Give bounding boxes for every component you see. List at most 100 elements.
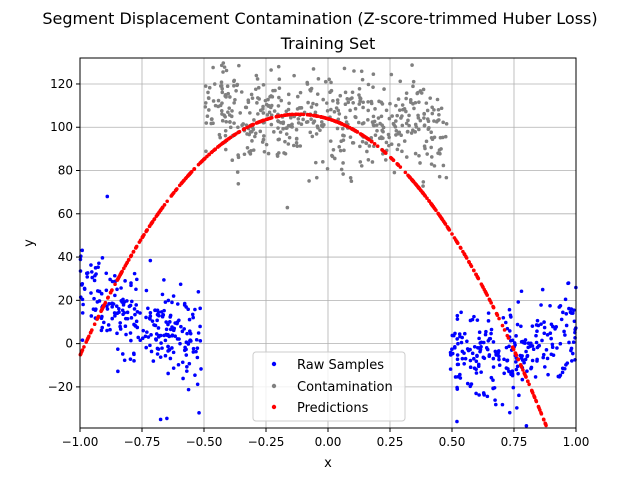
raw-sample-point [82,287,87,291]
raw-sample-point [104,288,109,293]
y-tick-label: 80 [58,164,73,178]
contamination-point [234,88,238,93]
contamination-point [404,109,408,114]
prediction-point [198,161,202,165]
contamination-point [328,90,332,95]
raw-sample-point [164,320,168,324]
x-tick-label: 1.00 [563,435,590,449]
contamination-point [239,90,244,94]
x-tick-label: 0.25 [377,435,404,449]
contamination-point [344,120,349,124]
raw-sample-point [548,331,553,336]
contamination-point [220,86,224,91]
contamination-point [375,128,379,133]
contamination-point [407,113,411,118]
raw-sample-point [112,273,117,278]
raw-sample-point [558,304,563,308]
prediction-point [526,379,530,384]
prediction-point [425,196,429,201]
raw-sample-point [515,364,520,369]
raw-sample-point [166,349,170,353]
raw-sample-point [483,332,488,337]
raw-sample-point [456,362,461,367]
prediction-point [192,167,197,171]
contamination-point [206,96,211,101]
contamination-point [357,86,362,91]
raw-sample-point [185,369,189,373]
raw-sample-point [572,319,577,324]
contamination-point [410,63,414,67]
raw-sample-point [505,358,509,363]
raw-sample-point [107,302,111,306]
prediction-point [162,203,167,207]
contamination-point [342,66,347,71]
contamination-point [366,100,370,104]
y-tick-label: 40 [58,250,73,264]
raw-sample-point [132,352,136,357]
contamination-point [287,101,291,106]
raw-sample-point [166,371,170,376]
raw-sample-point [171,350,176,355]
contamination-point [209,121,214,126]
raw-sample-point [105,328,109,333]
contamination-point [404,91,409,95]
raw-sample-point [474,367,478,372]
raw-sample-point [469,382,474,386]
prediction-point [497,316,501,321]
raw-sample-point [540,287,545,292]
raw-sample-point [78,269,83,273]
contamination-point [246,98,251,102]
contamination-point [321,97,325,102]
contamination-point [211,65,215,70]
contamination-point [250,96,255,100]
contamination-point [360,77,365,82]
raw-sample-point [136,335,141,340]
contamination-point [314,132,319,136]
prediction-point [258,119,262,124]
prediction-point [165,199,169,204]
contamination-point [279,98,284,103]
raw-sample-point [129,316,134,320]
raw-sample-point [145,330,149,334]
raw-sample-point [85,275,90,279]
raw-sample-point [166,322,170,327]
raw-sample-point [132,359,136,363]
contamination-point [224,68,229,73]
contamination-point [237,63,241,68]
contamination-point [250,129,254,134]
prediction-point [185,174,190,178]
prediction-point [237,129,242,134]
contamination-point [232,121,236,125]
raw-sample-point [465,381,470,386]
raw-sample-point [168,356,173,361]
raw-sample-point [529,366,533,371]
contamination-point [227,106,232,110]
prediction-point [242,127,247,131]
contamination-point [226,110,230,114]
contamination-point [325,101,329,105]
raw-sample-point [487,337,492,341]
contamination-point [404,121,409,126]
contamination-point [206,90,210,95]
raw-sample-point [452,345,457,349]
prediction-point [434,208,438,213]
raw-sample-point [563,333,567,337]
contamination-point [425,108,430,113]
raw-sample-point [517,393,521,398]
raw-sample-point [97,261,101,266]
contamination-point [389,142,394,147]
prediction-point [455,240,460,245]
contamination-point [294,137,299,141]
contamination-point [338,93,343,98]
contamination-point [399,133,403,138]
raw-sample-point [116,347,120,351]
raw-sample-point [81,302,85,307]
raw-sample-point [459,310,463,315]
contamination-point [243,105,248,110]
raw-sample-point [519,289,524,294]
prediction-point [301,112,306,117]
raw-sample-point [105,194,110,199]
contamination-point [421,180,426,184]
raw-sample-point [470,351,475,356]
raw-sample-point [569,348,573,353]
